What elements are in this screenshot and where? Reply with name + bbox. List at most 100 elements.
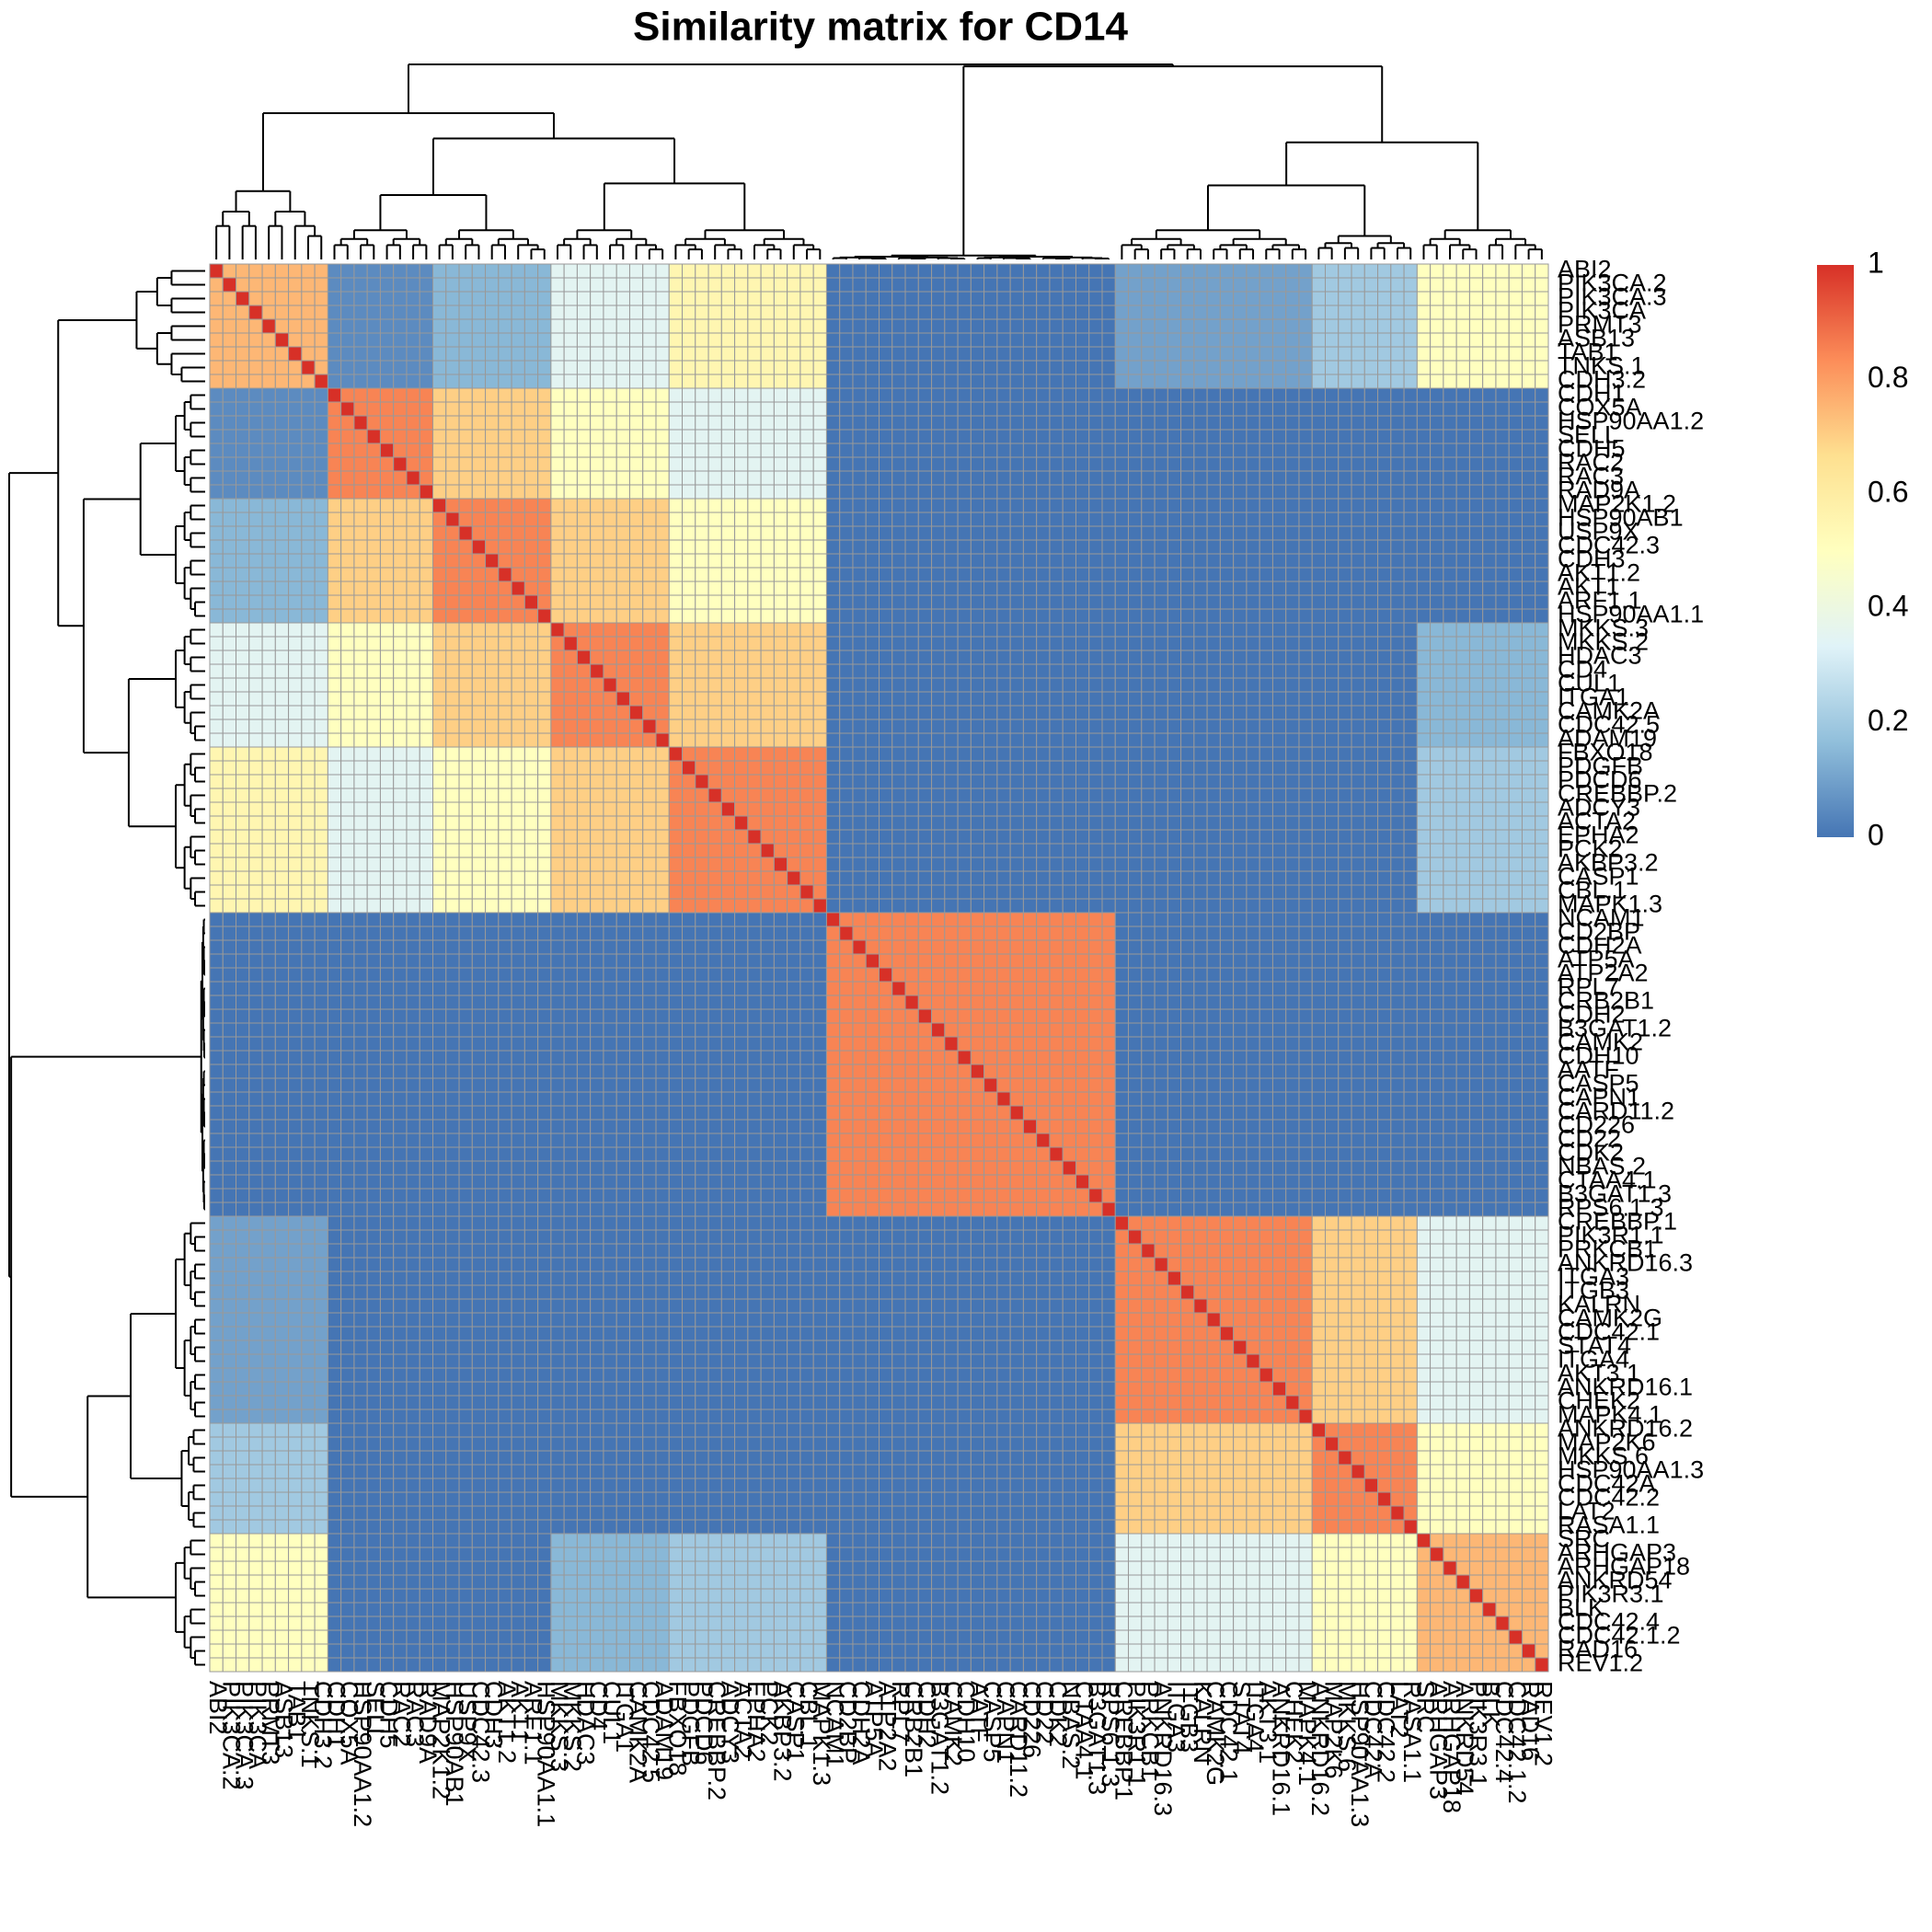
- heatmap-cell: [236, 581, 250, 596]
- heatmap-cell: [720, 539, 736, 555]
- heatmap-cell: [353, 456, 368, 472]
- heatmap-cell: [1325, 305, 1340, 320]
- heatmap-cell: [839, 567, 854, 582]
- heatmap-cell: [1325, 360, 1340, 375]
- heatmap-cell: [1311, 332, 1327, 348]
- heatmap-cell: [720, 843, 736, 858]
- heatmap-cell: [1351, 650, 1365, 665]
- heatmap-cell: [865, 719, 880, 734]
- heatmap-cell: [1180, 746, 1195, 762]
- heatmap-cell: [917, 553, 933, 569]
- heatmap-cell: [1403, 719, 1418, 734]
- heatmap-cell: [1521, 305, 1536, 320]
- heatmap-cell: [747, 663, 762, 679]
- heatmap-cell: [1062, 374, 1076, 389]
- heatmap-cell: [1508, 691, 1523, 707]
- heatmap-cell: [787, 512, 801, 527]
- heatmap-cell: [1167, 636, 1182, 651]
- heatmap-cell: [720, 815, 736, 831]
- heatmap-cell: [695, 594, 709, 610]
- heatmap-cell: [1535, 594, 1549, 610]
- heatmap-cell: [865, 374, 880, 389]
- heatmap-cell: [891, 443, 906, 458]
- heatmap-cell: [1009, 277, 1024, 293]
- heatmap-cell: [498, 498, 512, 513]
- heatmap-cell: [261, 815, 276, 831]
- heatmap-cell: [1154, 705, 1168, 720]
- heatmap-cell: [379, 443, 395, 458]
- heatmap-cell: [274, 581, 290, 596]
- heatmap-cell: [695, 291, 709, 306]
- heatmap-cell: [236, 305, 250, 320]
- heatmap-cell: [1508, 898, 1523, 914]
- heatmap-cell: [1443, 788, 1457, 803]
- heatmap-cell: [1338, 691, 1352, 707]
- heatmap-cell: [760, 415, 775, 431]
- heatmap-cell: [1363, 429, 1379, 444]
- heatmap-cell: [1390, 277, 1405, 293]
- heatmap-cell: [1351, 801, 1365, 817]
- heatmap-cell: [1022, 870, 1038, 886]
- heatmap-cell: [1363, 719, 1379, 734]
- heatmap-cell: [419, 512, 433, 527]
- heatmap-cell: [511, 567, 525, 582]
- heatmap-cell: [1351, 636, 1365, 651]
- heatmap-cell: [1468, 912, 1484, 927]
- heatmap-cell: [1233, 843, 1248, 858]
- heatmap-cell: [1351, 581, 1365, 596]
- heatmap-cell: [1101, 305, 1116, 320]
- heatmap-cell: [301, 360, 316, 375]
- heatmap-cell: [222, 291, 237, 306]
- heatmap-cell: [1403, 815, 1418, 831]
- heatmap-cell: [879, 774, 893, 789]
- heatmap-cell: [1233, 581, 1248, 596]
- heatmap-cell: [799, 926, 814, 941]
- heatmap-cell: [891, 705, 906, 720]
- heatmap-cell: [970, 360, 985, 375]
- heatmap-cell: [642, 912, 657, 927]
- heatmap-cell: [471, 719, 487, 734]
- heatmap-cell: [498, 263, 512, 279]
- heatmap-cell: [931, 608, 946, 624]
- heatmap-cell: [904, 732, 919, 748]
- heatmap-cell: [1009, 525, 1024, 541]
- heatmap-cell: [419, 732, 433, 748]
- heatmap-cell: [236, 870, 250, 886]
- heatmap-cell: [1325, 636, 1340, 651]
- heatmap-cell: [1154, 553, 1168, 569]
- heatmap-cell: [485, 857, 500, 872]
- heatmap-cell: [812, 774, 827, 789]
- heatmap-cell: [1298, 788, 1313, 803]
- heatmap-cell: [734, 594, 749, 610]
- heatmap-cell: [432, 594, 447, 610]
- heatmap-cell: [576, 912, 592, 927]
- heatmap-cell: [1325, 525, 1340, 541]
- heatmap-cell: [550, 539, 565, 555]
- heatmap-cell: [957, 387, 972, 403]
- heatmap-cell: [1271, 650, 1287, 665]
- heatmap-cell: [931, 801, 946, 817]
- heatmap-cell: [787, 567, 801, 582]
- heatmap-cell: [734, 691, 749, 707]
- heatmap-cell: [314, 898, 328, 914]
- heatmap-cell: [366, 539, 381, 555]
- heatmap-cell: [695, 263, 709, 279]
- heatmap-cell: [1154, 415, 1168, 431]
- heatmap-cell: [603, 498, 617, 513]
- heatmap-cell: [642, 884, 657, 900]
- heatmap-cell: [1075, 650, 1090, 665]
- heatmap-cell: [695, 857, 709, 872]
- heatmap-cell: [458, 843, 473, 858]
- heatmap-cell: [1390, 318, 1405, 334]
- heatmap-cell: [615, 677, 630, 693]
- heatmap-cell: [222, 360, 237, 375]
- heatmap-cell: [379, 401, 395, 417]
- heatmap-cell: [1535, 305, 1549, 320]
- heatmap-cell: [1233, 788, 1248, 803]
- heatmap-cell: [537, 581, 552, 596]
- heatmap-cell: [760, 581, 775, 596]
- heatmap-cell: [209, 622, 224, 638]
- heatmap-cell: [301, 719, 316, 734]
- heatmap-cell: [366, 346, 381, 362]
- heatmap-cell: [1285, 581, 1300, 596]
